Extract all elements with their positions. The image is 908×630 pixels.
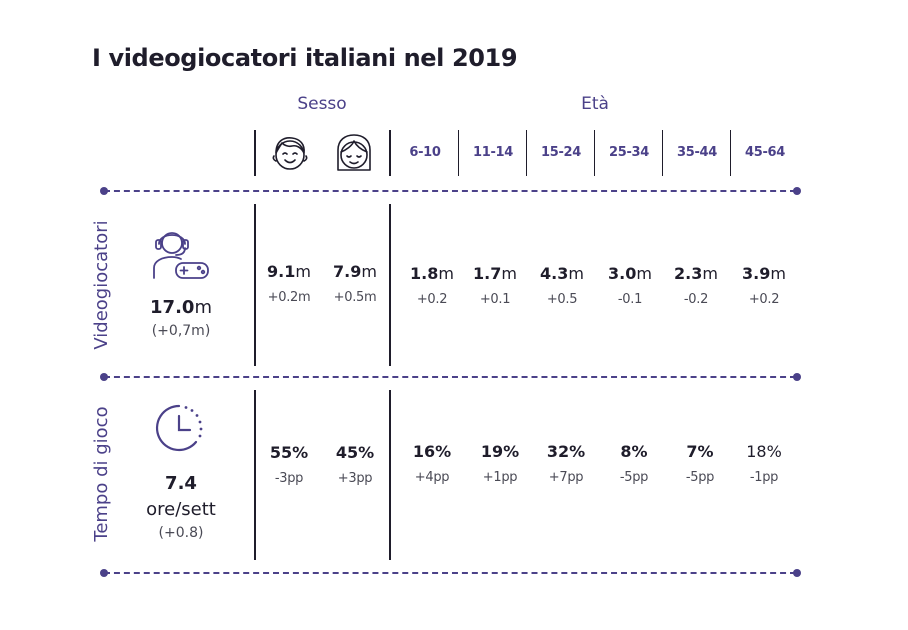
male-face-icon: [272, 137, 308, 170]
tempo-total-value: 7.4: [165, 473, 197, 494]
separator-dot: [793, 373, 801, 381]
cell-time-11-14: 19% +1pp: [467, 442, 533, 485]
cell-value: 4.3: [540, 264, 569, 283]
header-divider: [594, 130, 595, 176]
cell-value: 18%: [746, 442, 782, 461]
cell-delta: -5pp: [619, 470, 649, 485]
age-header-6-10: 6-10: [409, 145, 441, 160]
separator-dot: [100, 373, 108, 381]
page-title: I videogiocatori italiani nel 2019: [92, 44, 518, 72]
tempo-total-unit: ore/sett: [146, 499, 216, 520]
clock-icon: [155, 404, 203, 452]
cell-players-25-34: 3.0m -0.1: [597, 264, 663, 307]
cell-delta: +0.2: [416, 292, 448, 307]
cell-male-time: 55% -3pp: [256, 443, 322, 486]
separator-dot: [100, 569, 108, 577]
header-divider: [254, 130, 256, 176]
cell-value: 2.3: [674, 264, 703, 283]
cell-delta: -0.2: [683, 292, 709, 307]
cell-value: 7%: [686, 442, 714, 461]
cell-delta: +0.2m: [267, 290, 311, 305]
header-sesso: Sesso: [297, 94, 347, 114]
cell-value: 32%: [546, 442, 586, 461]
row-label-videogiocatori: Videogiocatori: [91, 220, 112, 350]
cell-value: 19%: [480, 442, 520, 461]
row-divider: [254, 204, 256, 366]
separator-dot: [793, 187, 801, 195]
gamer-headset-controller-icon: [153, 232, 209, 279]
cell-delta: +1pp: [482, 470, 518, 485]
cell-delta: +0.2: [748, 292, 780, 307]
cell-delta: +0.5: [546, 292, 578, 307]
cell-unit: m: [361, 262, 377, 281]
tempo-total-delta: (+0.8): [158, 525, 204, 541]
cell-time-35-44: 7% -5pp: [667, 442, 733, 485]
cell-delta: -1pp: [749, 470, 779, 485]
header-divider: [458, 130, 459, 176]
header-divider: [389, 130, 391, 176]
cell-unit: m: [568, 264, 584, 283]
header-divider: [730, 130, 731, 176]
cell-time-45-64: 18% -1pp: [731, 442, 797, 485]
cell-delta: +7pp: [548, 470, 584, 485]
videogiocatori-total-value: 17.0: [150, 297, 195, 318]
cell-delta: +4pp: [414, 470, 450, 485]
cell-unit: m: [770, 264, 786, 283]
cell-delta: +0.1: [479, 292, 511, 307]
row-divider: [254, 390, 256, 560]
cell-value: 7.9: [333, 262, 362, 281]
videogiocatori-total-delta: (+0,7m): [151, 323, 211, 339]
videogiocatori-total: 17.0m: [128, 297, 234, 318]
cell-value: 45%: [335, 443, 375, 462]
cell-unit: m: [636, 264, 652, 283]
female-face-icon: [337, 134, 371, 171]
separator-line: [104, 376, 796, 378]
cell-time-6-10: 16% +4pp: [399, 442, 465, 485]
cell-value: 8%: [620, 442, 648, 461]
row-label-tempo-di-gioco: Tempo di gioco: [91, 406, 112, 542]
cell-delta: +0.5m: [333, 290, 377, 305]
cell-unit: m: [702, 264, 718, 283]
cell-delta: -3pp: [274, 471, 304, 486]
age-header-25-34: 25-34: [608, 145, 650, 160]
row-divider: [389, 390, 391, 560]
separator-line: [104, 572, 796, 574]
cell-players-45-64: 3.9m +0.2: [731, 264, 797, 307]
cell-players-15-24: 4.3m +0.5: [529, 264, 595, 307]
cell-players-35-44: 2.3m -0.2: [663, 264, 729, 307]
age-header-45-64: 45-64: [744, 145, 786, 160]
row-divider: [389, 204, 391, 366]
age-header-15-24: 15-24: [540, 145, 582, 160]
cell-value: 3.0: [608, 264, 637, 283]
age-header-11-14: 11-14: [472, 145, 514, 160]
cell-value: 3.9: [742, 264, 771, 283]
cell-unit: m: [295, 262, 311, 281]
videogiocatori-total-unit: m: [194, 297, 212, 318]
cell-time-15-24: 32% +7pp: [533, 442, 599, 485]
cell-female-time: 45% +3pp: [322, 443, 388, 486]
cell-players-11-14: 1.7m +0.1: [462, 264, 528, 307]
cell-delta: -0.1: [617, 292, 643, 307]
cell-value: 16%: [412, 442, 452, 461]
header-divider: [526, 130, 527, 176]
cell-male-players: 9.1m +0.2m: [256, 262, 322, 305]
cell-players-6-10: 1.8m +0.2: [399, 264, 465, 307]
separator-dot: [793, 569, 801, 577]
age-header-35-44: 35-44: [676, 145, 718, 160]
cell-value: 55%: [269, 443, 309, 462]
header-eta: Età: [581, 94, 609, 114]
cell-value: 1.8: [410, 264, 439, 283]
cell-value: 9.1: [267, 262, 296, 281]
cell-time-25-34: 8% -5pp: [601, 442, 667, 485]
separator-dot: [100, 187, 108, 195]
separator-line: [104, 190, 796, 192]
cell-value: 1.7: [473, 264, 502, 283]
cell-delta: -5pp: [685, 470, 715, 485]
header-divider: [662, 130, 663, 176]
cell-unit: m: [438, 264, 454, 283]
cell-female-players: 7.9m +0.5m: [322, 262, 388, 305]
cell-delta: +3pp: [337, 471, 373, 486]
cell-unit: m: [501, 264, 517, 283]
